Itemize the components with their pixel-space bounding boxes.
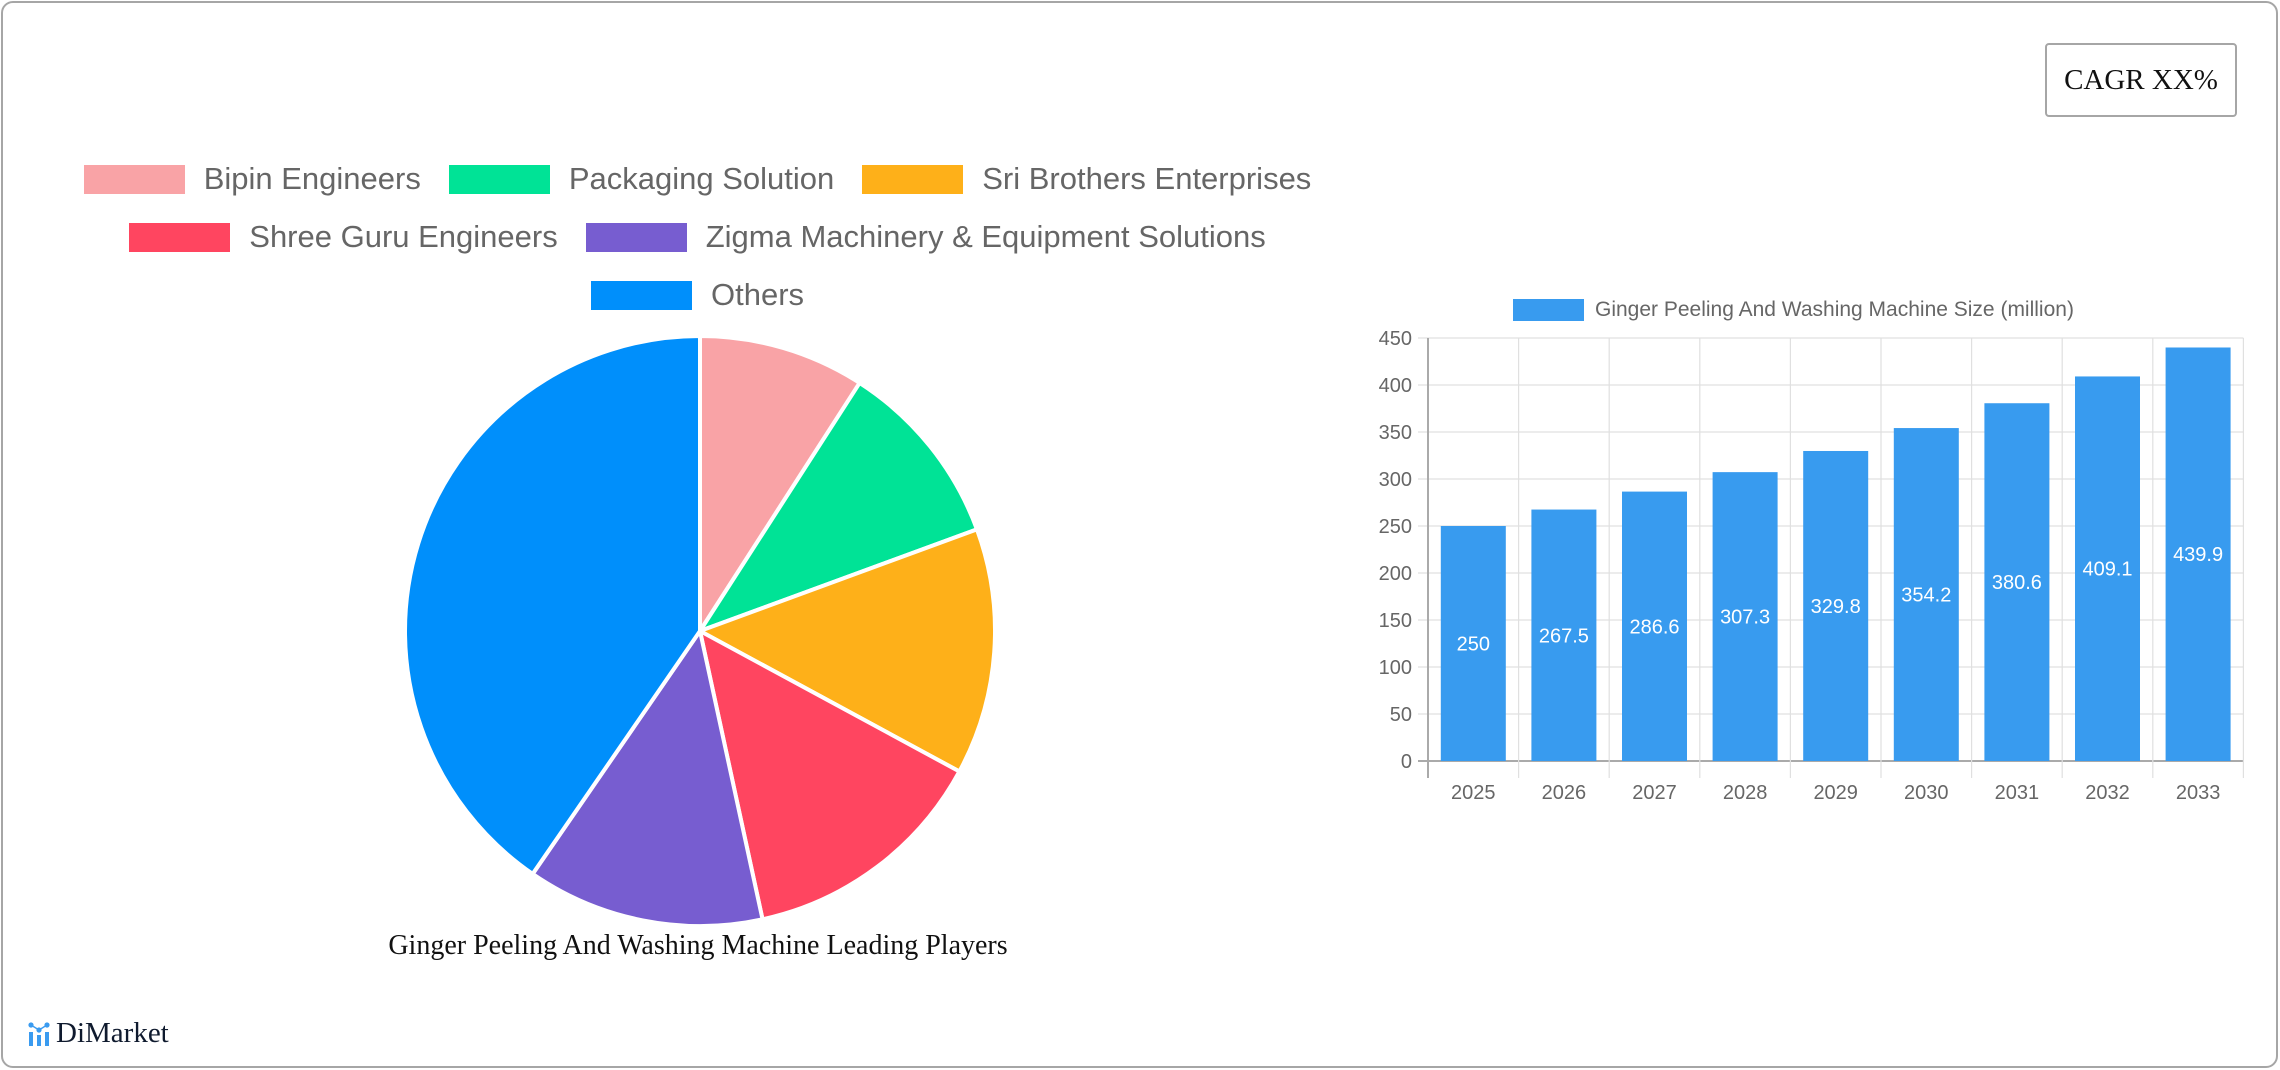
y-tick-label: 250 bbox=[1379, 516, 1412, 538]
y-tick-label: 50 bbox=[1390, 704, 1412, 726]
legend-swatch bbox=[1513, 299, 1584, 321]
legend-swatch bbox=[862, 164, 964, 194]
bar-value-label: 267.5 bbox=[1539, 625, 1589, 647]
bar[interactable] bbox=[2075, 376, 2140, 761]
bar-value-label: 286.6 bbox=[1629, 616, 1679, 638]
legend-item-shree-guru[interactable]: Shree Guru Engineers bbox=[129, 219, 558, 255]
legend-label: Sri Brothers Enterprises bbox=[982, 161, 1312, 196]
cagr-label: CAGR XX% bbox=[2064, 63, 2218, 96]
pie-legend: Bipin Engineers Packaging Solution Sri B… bbox=[0, 150, 1395, 324]
x-tick-label: 2033 bbox=[2176, 782, 2221, 804]
legend-item-packaging-solution[interactable]: Packaging Solution bbox=[448, 161, 835, 197]
y-tick-label: 0 bbox=[1401, 751, 1412, 773]
bar-value-label: 329.8 bbox=[1811, 596, 1861, 618]
logo-text: DiMarket bbox=[56, 1017, 169, 1049]
y-tick-label: 100 bbox=[1379, 657, 1412, 679]
bar[interactable] bbox=[1984, 403, 2050, 761]
bar[interactable] bbox=[1893, 428, 1959, 761]
y-tick-label: 450 bbox=[1379, 328, 1412, 350]
pie-chart bbox=[402, 333, 998, 929]
bar[interactable] bbox=[1440, 526, 1506, 761]
legend-swatch bbox=[590, 280, 692, 310]
y-tick-label: 150 bbox=[1379, 610, 1412, 632]
x-tick-label: 2030 bbox=[1904, 782, 1949, 804]
legend-label: Others bbox=[710, 277, 805, 312]
x-tick-label: 2032 bbox=[2085, 782, 2130, 804]
legend-swatch bbox=[129, 222, 231, 252]
legend-label: Bipin Engineers bbox=[203, 161, 421, 196]
bar-value-label: 354.2 bbox=[1901, 585, 1951, 607]
pie-slice[interactable] bbox=[695, 380, 980, 635]
bar-legend[interactable]: Ginger Peeling And Washing Machine Size … bbox=[1513, 298, 2074, 322]
y-tick-label: 200 bbox=[1379, 563, 1412, 585]
bar-chart-svg: 0 50 100 150 200 250 300 350 400 450 250 2025 267.5 2… bbox=[1379, 328, 2245, 804]
legend-item-others[interactable]: Others bbox=[590, 277, 805, 313]
bar-value-label: 250 bbox=[1457, 634, 1490, 656]
bar-value-label: 409.1 bbox=[2082, 559, 2132, 581]
bar[interactable] bbox=[2165, 347, 2231, 761]
x-tick-label: 2031 bbox=[1995, 782, 2040, 804]
legend-label: Shree Guru Engineers bbox=[249, 219, 558, 254]
legend-item-bipin-engineers[interactable]: Bipin Engineers bbox=[83, 161, 421, 197]
y-tick-label: 400 bbox=[1379, 375, 1412, 397]
x-tick-label: 2026 bbox=[1542, 782, 1587, 804]
x-tick-label: 2029 bbox=[1813, 782, 1858, 804]
x-tick-label: 2027 bbox=[1632, 782, 1677, 804]
pie-chart-svg bbox=[403, 333, 997, 928]
legend-swatch bbox=[83, 164, 185, 194]
legend-swatch bbox=[585, 222, 687, 252]
pie-slice[interactable] bbox=[403, 333, 702, 877]
bar-value-label: 380.6 bbox=[1992, 572, 2042, 594]
bar[interactable] bbox=[1622, 491, 1687, 761]
legend-label: Packaging Solution bbox=[568, 161, 835, 196]
pie-slice[interactable] bbox=[529, 626, 765, 928]
logo-bars-icon bbox=[28, 1021, 50, 1046]
x-tick-label: 2025 bbox=[1451, 782, 1496, 804]
legend-item-sri-brothers[interactable]: Sri Brothers Enterprises bbox=[862, 161, 1311, 197]
pie-slice[interactable] bbox=[698, 333, 863, 638]
legend-label: Ginger Peeling And Washing Machine Size … bbox=[1595, 298, 2074, 321]
bar-chart: 0 50 100 150 200 250 300 350 400 450 250 2025 267.5 2… bbox=[1340, 320, 2260, 820]
legend-item-zigma[interactable]: Zigma Machinery & Equipment Solutions bbox=[585, 219, 1266, 255]
pie-slice[interactable] bbox=[697, 627, 963, 922]
bar[interactable] bbox=[1531, 509, 1597, 761]
bar-value-label: 307.3 bbox=[1720, 607, 1770, 629]
legend-swatch bbox=[448, 164, 550, 194]
cagr-badge: CAGR XX% bbox=[2045, 43, 2237, 117]
y-tick-label: 350 bbox=[1379, 422, 1412, 444]
legend-label: Zigma Machinery & Equipment Solutions bbox=[705, 219, 1266, 254]
bar[interactable] bbox=[1712, 472, 1778, 761]
y-tick-label: 300 bbox=[1379, 469, 1412, 491]
pie-chart-title: Ginger Peeling And Washing Machine Leadi… bbox=[388, 930, 1008, 961]
bar[interactable] bbox=[1803, 450, 1869, 761]
pie-slice[interactable] bbox=[695, 526, 997, 775]
bar-value-label: 439.9 bbox=[2173, 544, 2223, 566]
x-tick-label: 2028 bbox=[1723, 782, 1768, 804]
dimarket-logo[interactable]: DiMarket bbox=[28, 1017, 169, 1050]
